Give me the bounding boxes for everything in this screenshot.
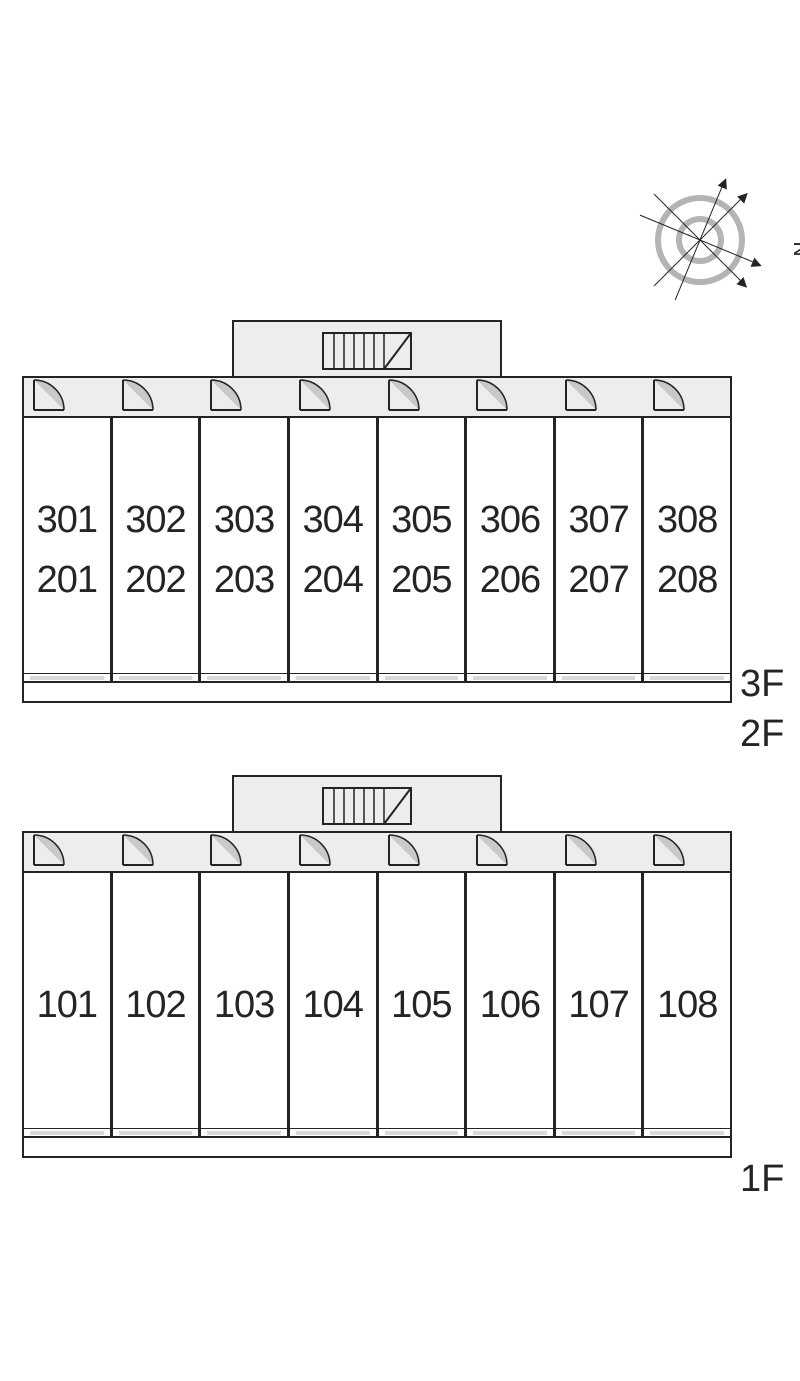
room-cell: 106 xyxy=(467,873,556,1136)
stair-box xyxy=(232,775,502,833)
room-number: 207 xyxy=(568,550,628,610)
compass-icon: N xyxy=(635,175,765,305)
room-cell: 308208 xyxy=(644,418,730,681)
door-swing-icon xyxy=(564,833,604,867)
room-number: 104 xyxy=(302,975,362,1035)
balcony-strip xyxy=(22,1138,732,1158)
room-number: 208 xyxy=(657,550,717,610)
room-cell: 304204 xyxy=(290,418,379,681)
door-swing-icon xyxy=(298,833,338,867)
door-swing-icon xyxy=(121,378,161,412)
room-cell: 105 xyxy=(379,873,468,1136)
rooms-row: 101 102 103 104 105 106 107 108 xyxy=(22,873,732,1138)
room-number: 204 xyxy=(302,550,362,610)
room-number: 205 xyxy=(391,550,451,610)
room-cell: 301201 xyxy=(24,418,113,681)
room-cell: 307207 xyxy=(556,418,645,681)
room-cell: 104 xyxy=(290,873,379,1136)
room-number: 303 xyxy=(214,490,274,550)
door-swing-icon xyxy=(387,378,427,412)
stair-box xyxy=(232,320,502,378)
room-number: 108 xyxy=(657,975,717,1035)
room-number: 101 xyxy=(37,975,97,1035)
door-swing-icon xyxy=(209,833,249,867)
room-number: 305 xyxy=(391,490,451,550)
room-number: 103 xyxy=(214,975,274,1035)
room-cell: 305205 xyxy=(379,418,468,681)
floor-label: 2F xyxy=(740,713,784,756)
room-number: 203 xyxy=(214,550,274,610)
door-swing-icon xyxy=(32,833,72,867)
stair-icon xyxy=(322,787,412,825)
room-number: 301 xyxy=(37,490,97,550)
door-swing-icon xyxy=(209,378,249,412)
room-number: 308 xyxy=(657,490,717,550)
room-cell: 102 xyxy=(113,873,202,1136)
door-swing-icon xyxy=(121,833,161,867)
room-number: 105 xyxy=(391,975,451,1035)
room-cell: 107 xyxy=(556,873,645,1136)
door-swing-icon xyxy=(652,378,692,412)
compass-north-label: N xyxy=(790,241,800,256)
room-number: 302 xyxy=(125,490,185,550)
floor-label: 3F xyxy=(740,663,784,706)
floor-diagram: N 301201 302202 303203 304204 305205 306… xyxy=(0,0,800,1381)
room-cell: 303203 xyxy=(201,418,290,681)
room-number: 107 xyxy=(568,975,628,1035)
door-swing-icon xyxy=(475,378,515,412)
door-swing-icon xyxy=(298,378,338,412)
room-number: 306 xyxy=(480,490,540,550)
room-number: 201 xyxy=(37,550,97,610)
door-swing-icon xyxy=(564,378,604,412)
room-number: 304 xyxy=(302,490,362,550)
door-swing-icon xyxy=(32,378,72,412)
door-swing-icon xyxy=(652,833,692,867)
room-number: 202 xyxy=(125,550,185,610)
rooms-row: 301201 302202 303203 304204 305205 30620… xyxy=(22,418,732,683)
room-number: 307 xyxy=(568,490,628,550)
door-swing-icon xyxy=(387,833,427,867)
stair-icon xyxy=(322,332,412,370)
room-number: 102 xyxy=(125,975,185,1035)
room-number: 206 xyxy=(480,550,540,610)
room-cell: 101 xyxy=(24,873,113,1136)
room-number: 106 xyxy=(480,975,540,1035)
room-cell: 108 xyxy=(644,873,730,1136)
floor-label: 1F xyxy=(740,1158,784,1201)
room-cell: 306206 xyxy=(467,418,556,681)
room-cell: 103 xyxy=(201,873,290,1136)
balcony-strip xyxy=(22,683,732,703)
room-cell: 302202 xyxy=(113,418,202,681)
door-swing-icon xyxy=(475,833,515,867)
